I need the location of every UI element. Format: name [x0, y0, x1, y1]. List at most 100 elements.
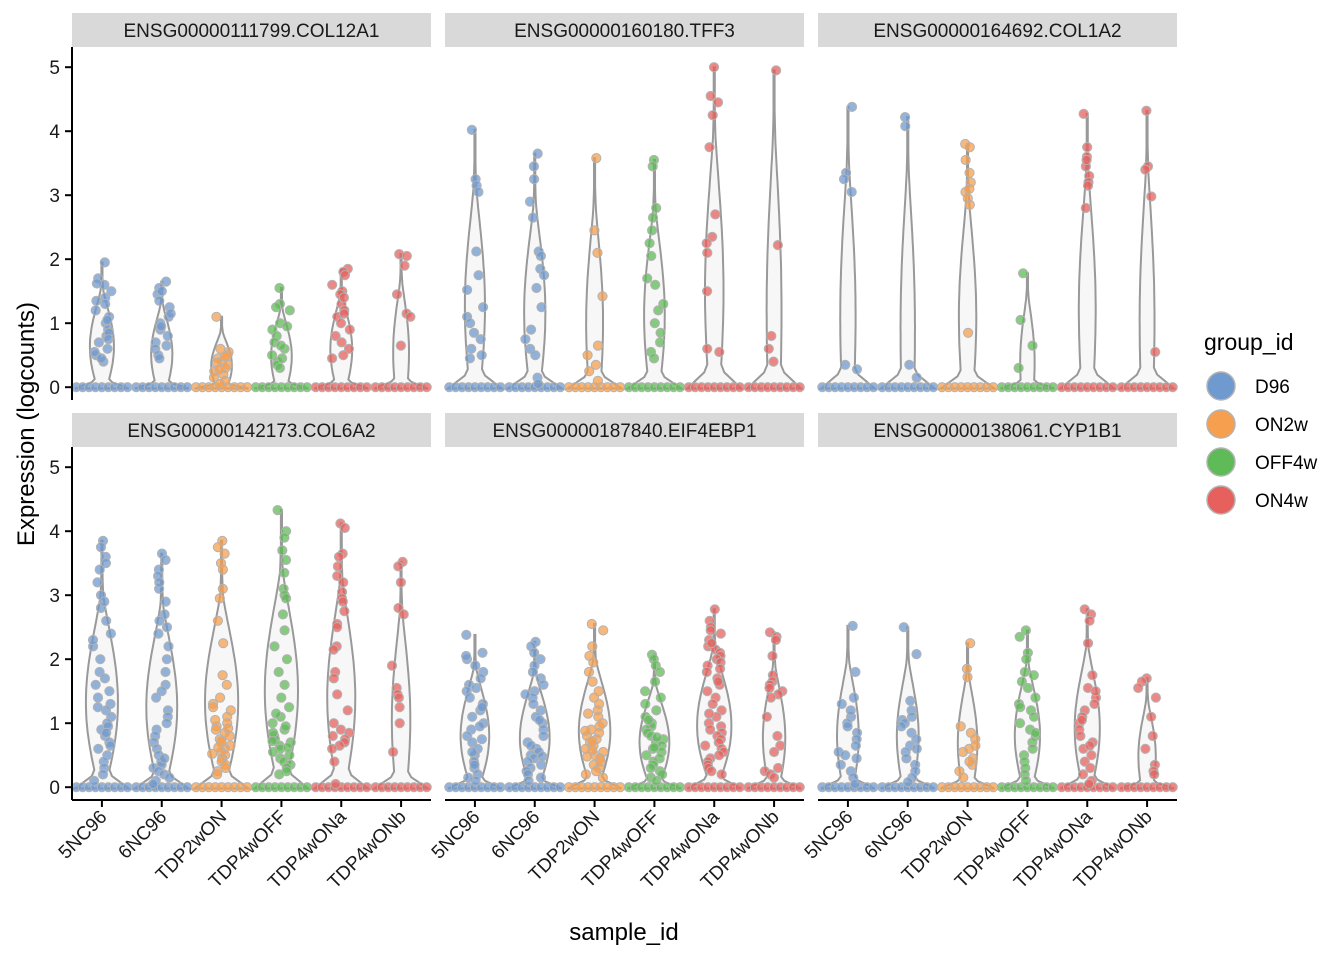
data-point — [535, 250, 547, 262]
data-point — [584, 366, 595, 377]
data-point — [836, 698, 847, 710]
data-point — [704, 142, 715, 153]
data-point — [242, 382, 253, 393]
data-point — [1075, 730, 1086, 742]
data-point — [164, 772, 175, 783]
data-point — [868, 382, 879, 393]
data-point — [842, 721, 853, 732]
data-point — [87, 634, 99, 646]
data-point — [102, 343, 113, 354]
data-point — [615, 382, 626, 393]
data-point — [464, 353, 475, 364]
data-point — [650, 279, 661, 290]
data-point — [1089, 698, 1100, 710]
y-tick-label: 0 — [49, 778, 60, 799]
data-point — [394, 702, 405, 713]
data-point — [964, 756, 975, 767]
data-point — [333, 551, 345, 562]
data-point — [330, 330, 341, 342]
data-point — [282, 742, 293, 753]
data-point — [769, 746, 780, 758]
data-point — [707, 698, 718, 710]
data-point — [156, 286, 167, 297]
data-point — [102, 314, 113, 326]
data-point — [646, 250, 657, 262]
data-point — [588, 657, 599, 668]
data-point — [223, 723, 234, 734]
data-point — [768, 356, 779, 367]
data-point — [1081, 154, 1092, 166]
data-point — [160, 596, 171, 607]
data-point — [911, 743, 922, 754]
violin — [744, 69, 804, 390]
legend-label: ON2w — [1255, 415, 1308, 436]
data-point — [329, 756, 340, 767]
data-point — [495, 782, 506, 793]
data-point — [282, 321, 293, 332]
facet-strip-label: ENSG00000164692.COL1A2 — [873, 21, 1121, 42]
data-point — [1083, 778, 1095, 790]
x-axis-title: sample_id — [569, 919, 678, 946]
data-point — [642, 273, 653, 284]
data-point — [1078, 108, 1089, 120]
legend-label: D96 — [1255, 377, 1290, 398]
data-point — [597, 291, 608, 302]
data-point — [644, 238, 655, 249]
data-point — [338, 350, 349, 361]
data-point — [734, 782, 745, 793]
data-point — [122, 782, 133, 793]
data-point — [555, 382, 566, 393]
y-tick-label: 4 — [49, 522, 60, 543]
data-point — [591, 153, 602, 164]
data-point — [734, 382, 745, 393]
data-point — [386, 660, 398, 671]
data-point — [651, 775, 662, 786]
data-point — [163, 641, 174, 652]
data-point — [361, 782, 372, 793]
data-point — [898, 622, 909, 633]
data-point — [702, 686, 713, 697]
data-point — [964, 199, 975, 210]
violin — [373, 253, 429, 390]
data-point — [99, 596, 110, 607]
data-point — [702, 343, 713, 354]
data-point — [208, 372, 219, 383]
data-point — [772, 730, 783, 742]
data-point — [928, 382, 939, 393]
data-point — [1020, 775, 1032, 786]
data-point — [336, 337, 347, 348]
data-point — [535, 772, 547, 783]
data-point — [846, 101, 858, 113]
data-point — [903, 777, 914, 788]
data-point — [838, 174, 850, 185]
legend-title: group_id — [1204, 329, 1294, 355]
data-point — [1047, 782, 1059, 793]
data-point — [1077, 769, 1089, 780]
data-point — [900, 121, 911, 132]
legend-label: ON4w — [1255, 491, 1308, 512]
data-point — [100, 558, 112, 569]
data-point — [526, 324, 537, 335]
data-point — [965, 638, 976, 649]
data-point — [701, 238, 712, 249]
data-point — [280, 554, 292, 566]
data-point — [615, 782, 626, 793]
data-point — [393, 692, 404, 703]
violin — [1117, 109, 1177, 390]
data-point — [342, 705, 353, 716]
data-point — [471, 682, 482, 694]
data-point — [962, 672, 973, 683]
data-point — [525, 740, 537, 751]
data-point — [391, 289, 403, 300]
data-point — [211, 311, 222, 322]
data-point — [1028, 670, 1039, 681]
facet-strip-label: ENSG00000111799.COL12A1 — [124, 21, 380, 42]
facet-panel: ENSG00000160180.TFF3 — [444, 13, 805, 393]
data-point — [214, 593, 225, 604]
data-point — [398, 609, 409, 620]
x-tick-label: 5NC96 — [801, 807, 858, 864]
facet-strip-label: ENSG00000142173.COL6A2 — [127, 421, 375, 442]
facet-strip — [445, 13, 804, 47]
data-point — [533, 378, 544, 390]
data-point — [101, 727, 112, 738]
